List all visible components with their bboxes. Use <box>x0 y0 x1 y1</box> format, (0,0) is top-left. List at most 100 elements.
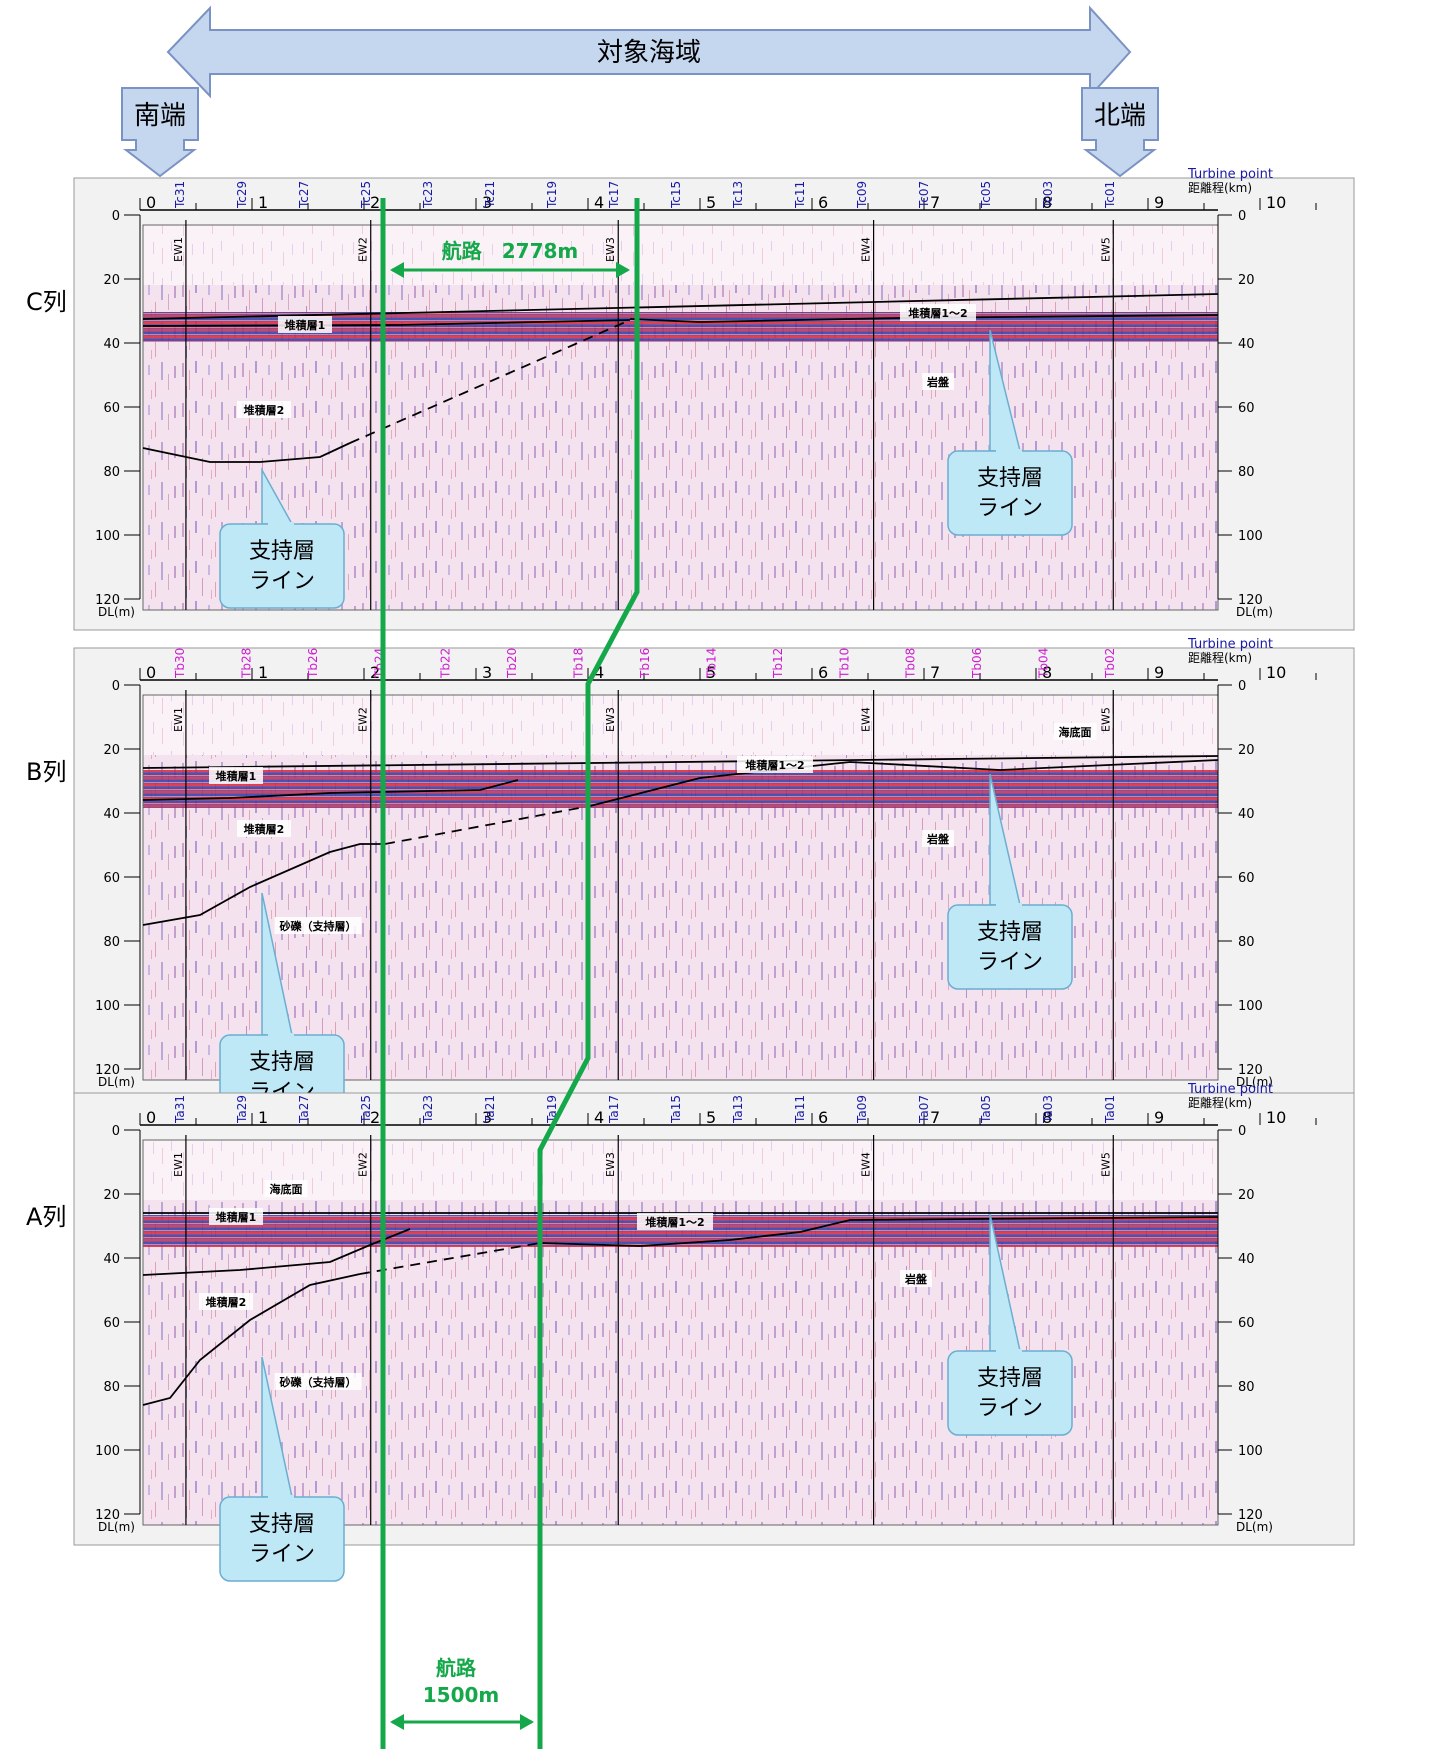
turbine-axis-label: Turbine point <box>1187 637 1273 652</box>
depth-tick-label-right: 0 <box>1238 1124 1246 1139</box>
depth-tick-label-right: 40 <box>1238 337 1255 352</box>
distance-tick-label: 4 <box>594 1108 604 1127</box>
turbine-label: Tc31 <box>173 181 187 209</box>
distance-tick-label: 0 <box>146 1108 156 1127</box>
layer-label-bg <box>264 1180 308 1197</box>
layer-label-bg <box>237 820 291 837</box>
depth-unit-label-right: DL(m) <box>1236 1520 1273 1534</box>
layer-label-bg <box>900 1270 932 1287</box>
layer-boundary <box>142 319 631 327</box>
depth-tick-label-right: 100 <box>1238 1444 1263 1459</box>
distance-tick-label: 4 <box>594 663 604 682</box>
depth-tick-label-right: 20 <box>1238 273 1255 288</box>
callout-joint <box>268 522 294 528</box>
turbine-label: Tb20 <box>505 648 519 679</box>
profile-panel-a: A列 0 1 2 3 4 5 6 7 8 9 10 距離程(km)Turbine point Ta31 Ta… <box>26 1082 1355 1582</box>
waypoint-label: EW4 <box>860 707 873 732</box>
layer-boundary <box>589 759 1219 807</box>
callout-box <box>219 523 345 609</box>
turbine-label: Ta05 <box>979 1095 993 1124</box>
callout-text: 支持層 <box>249 539 315 564</box>
depth-tick-label-left: 0 <box>112 679 120 694</box>
distance-tick-label: 8 <box>1042 193 1052 212</box>
waypoint-label: EW1 <box>172 1152 185 1177</box>
depth-unit-label-left: DL(m) <box>98 1520 135 1534</box>
layer-boundary-estimated <box>359 1242 541 1275</box>
turbine-label: Tc01 <box>1103 181 1117 209</box>
distance-tick-label: 3 <box>482 1108 492 1127</box>
depth-tick-label-left: 20 <box>103 273 120 288</box>
turbine-label: Tc13 <box>731 181 745 209</box>
turbine-label: Tb30 <box>173 648 187 679</box>
waypoint-label: EW2 <box>357 237 370 262</box>
turbine-label: Ta25 <box>359 1095 373 1124</box>
arrowhead <box>390 1714 404 1730</box>
turbine-label: Tc07 <box>917 181 931 209</box>
row-label: A列 <box>26 1203 66 1231</box>
layer-label: 岩盤 <box>926 832 950 846</box>
turbine-label: Ta11 <box>793 1095 807 1124</box>
layer-label-bg <box>922 373 954 390</box>
callout-joint <box>268 1033 294 1039</box>
depth-unit-label-right: DL(m) <box>1236 1075 1273 1089</box>
turbine-label: Tc19 <box>545 181 559 209</box>
callout-text: 支持層 <box>249 1512 315 1537</box>
waypoint-label: EW4 <box>860 237 873 262</box>
turbine-label: Tc11 <box>793 181 807 209</box>
layer-label: 堆積層1 <box>216 1210 257 1224</box>
layer-boundary <box>142 1273 361 1406</box>
turbine-label: Ta13 <box>731 1095 745 1124</box>
distance-tick-label: 6 <box>818 193 828 212</box>
distance-tick-label: 6 <box>818 663 828 682</box>
north-end-marker-label: 北端 <box>1094 101 1146 131</box>
depth-tick-label-right: 80 <box>1238 935 1255 950</box>
distance-tick-label: 8 <box>1042 1108 1052 1127</box>
turbine-label: Tb08 <box>904 648 918 679</box>
distance-tick-label: 8 <box>1042 663 1052 682</box>
waypoint-label: EW2 <box>357 1152 370 1177</box>
layer-label: 海底面 <box>1059 725 1092 739</box>
callout-joint <box>996 449 1022 455</box>
distance-tick-label: 2 <box>370 1108 380 1127</box>
distance-tick-label: 10 <box>1266 663 1286 682</box>
turbine-label: Tc29 <box>235 181 249 209</box>
distance-tick-label: 1 <box>258 663 268 682</box>
turbine-axis-label: Turbine point <box>1187 1082 1273 1097</box>
layer-boundary <box>629 314 1219 323</box>
layer-label: 海底面 <box>270 1182 303 1196</box>
callout-text: 支持層 <box>977 466 1043 491</box>
turbine-label: Ta09 <box>855 1095 869 1124</box>
turbine-label: Ta03 <box>1041 1095 1055 1124</box>
layer-label-bg <box>900 304 976 321</box>
callout-joint <box>268 1495 294 1501</box>
layer-label: 堆積層1 <box>285 318 326 332</box>
layer-label-bg <box>209 767 263 784</box>
distance-tick-label: 1 <box>258 193 268 212</box>
distance-axis-label: 距離程(km) <box>1188 1095 1252 1110</box>
depth-tick-label-left: 120 <box>95 1063 120 1078</box>
depth-tick-label-right: 120 <box>1238 1508 1263 1523</box>
turbine-label: Tc21 <box>483 181 497 209</box>
depth-tick-label-right: 40 <box>1238 1252 1255 1267</box>
distance-tick-label: 5 <box>706 1108 716 1127</box>
distance-tick-label: 0 <box>146 193 156 212</box>
callout-joint <box>996 903 1022 909</box>
route-width-label-bottom-2: 1500m <box>423 1683 500 1707</box>
depth-tick-label-left: 0 <box>112 1124 120 1139</box>
distance-tick-label: 4 <box>594 193 604 212</box>
depth-tick-label-left: 80 <box>103 935 120 950</box>
turbine-label: Tc05 <box>979 181 993 209</box>
turbine-label: Tc15 <box>669 181 683 209</box>
distance-tick-label: 7 <box>930 663 940 682</box>
waypoint-label: EW1 <box>172 237 185 262</box>
turbine-label: Tb26 <box>306 648 320 679</box>
layer-label: 堆積層1 <box>216 769 257 783</box>
distance-tick-label: 7 <box>930 193 940 212</box>
callout-box <box>219 1496 345 1582</box>
depth-tick-label-left: 100 <box>95 1444 120 1459</box>
turbine-label: Ta17 <box>607 1095 621 1124</box>
callout-text: ライン <box>249 1542 315 1567</box>
callout-text: ライン <box>977 1396 1043 1421</box>
layer-label-bg <box>1053 723 1097 740</box>
